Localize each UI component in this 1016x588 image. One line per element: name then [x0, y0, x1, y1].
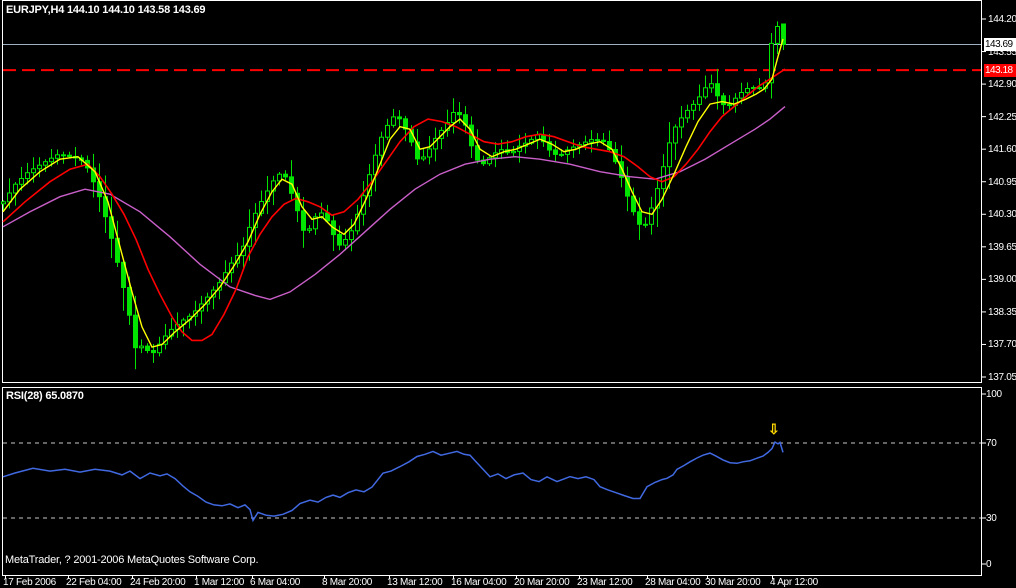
price-axis-tick: 142.25 — [988, 112, 1016, 123]
down-arrow-icon: ⇩ — [768, 421, 780, 437]
rsi-axis-tick: 70 — [986, 438, 997, 449]
price-axis-tick: 139.00 — [988, 274, 1016, 285]
time-axis-tick: 4 Apr 12:00 — [770, 577, 818, 588]
price-axis-tick: 141.60 — [988, 144, 1016, 155]
time-axis-tick: 28 Mar 04:00 — [645, 577, 701, 588]
price-axis-tick: 142.90 — [988, 79, 1016, 90]
rsi-axis-tick: 0 — [986, 559, 992, 570]
rsi-indicator-label: RSI(28) 65.0870 — [6, 390, 84, 402]
time-axis-tick: 16 Mar 04:00 — [451, 577, 507, 588]
time-axis-tick: 17 Feb 2006 — [3, 577, 56, 588]
current-price-label: 143.69 — [984, 38, 1016, 51]
time-axis-tick: 30 Mar 20:00 — [705, 577, 761, 588]
price-axis-tick: 143.55 — [988, 47, 1016, 58]
time-axis-tick: 8 Mar 20:00 — [322, 577, 373, 588]
time-axis-tick: 1 Mar 12:00 — [194, 577, 245, 588]
time-axis-tick: 22 Feb 04:00 — [66, 577, 122, 588]
copyright-text: MetaTrader, ? 2001-2006 MetaQuotes Softw… — [5, 554, 259, 566]
time-axis-tick: 20 Mar 20:00 — [514, 577, 570, 588]
price-axis-tick: 140.30 — [988, 209, 1016, 220]
time-axis-tick: 13 Mar 12:00 — [387, 577, 443, 588]
rsi-axis-tick: 30 — [986, 513, 997, 524]
time-axis-tick: 6 Mar 04:00 — [250, 577, 301, 588]
time-axis-tick: 23 Mar 12:00 — [577, 577, 633, 588]
rsi-axis-tick: 100 — [986, 389, 1002, 400]
price-axis-tick: 138.35 — [988, 307, 1016, 318]
time-axis-tick: 24 Feb 20:00 — [130, 577, 186, 588]
price-axis-tick: 140.95 — [988, 177, 1016, 188]
price-axis-tick: 137.05 — [988, 372, 1016, 383]
price-axis-tick: 139.65 — [988, 242, 1016, 253]
price-axis-tick: 137.70 — [988, 339, 1016, 350]
alert-level-label: 143.18 — [984, 64, 1016, 77]
chart-ohlc-title: EURJPY,H4 144.10 144.10 143.58 143.69 — [6, 4, 206, 16]
price-axis-tick: 144.20 — [988, 14, 1016, 25]
